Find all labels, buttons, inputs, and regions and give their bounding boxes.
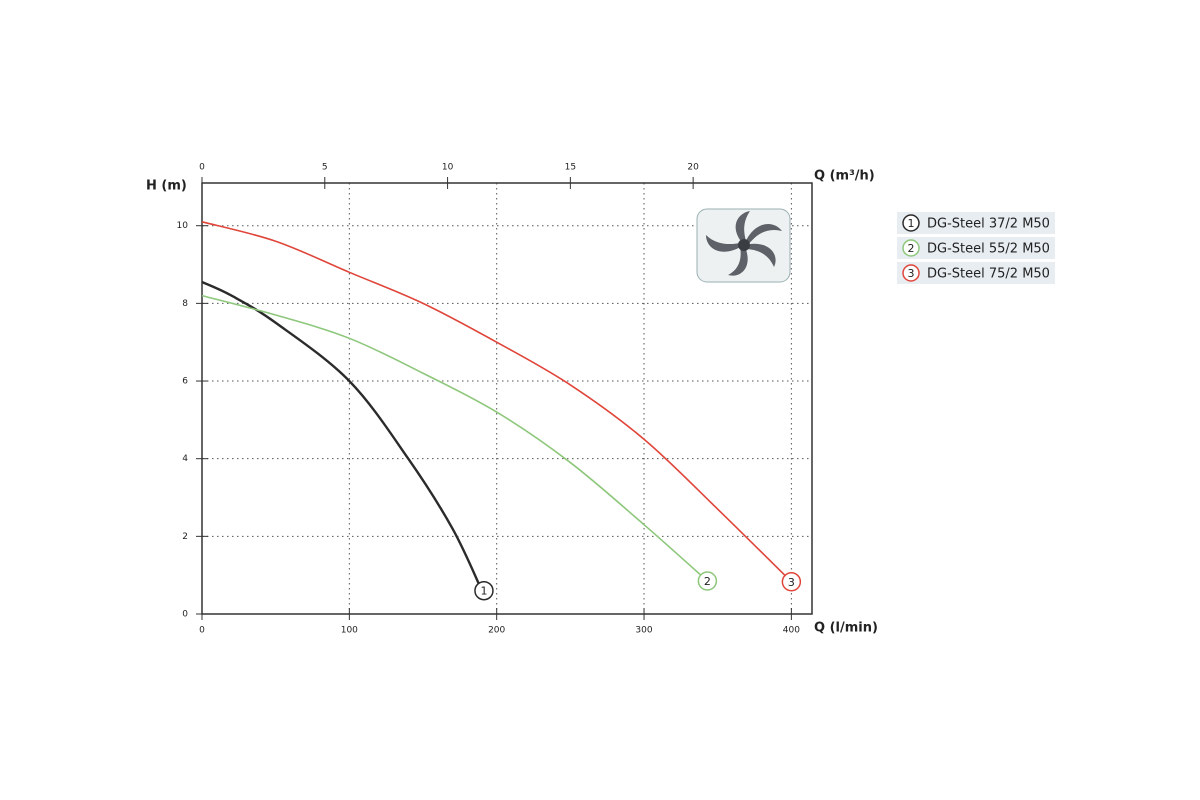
curve-end-marker bbox=[697, 571, 718, 591]
legend-marker bbox=[902, 264, 920, 282]
impeller-icon bbox=[696, 208, 791, 283]
curve bbox=[201, 294, 708, 582]
y-axis-title: H (m) bbox=[146, 179, 187, 194]
y-tick-label: 2 bbox=[182, 532, 188, 542]
y-tick-label: 6 bbox=[182, 377, 188, 387]
legend-number: 1 bbox=[908, 217, 915, 230]
x-tick-label: 300 bbox=[635, 626, 652, 636]
legend-label: DG-Steel 37/2 M50 bbox=[927, 217, 1050, 232]
plot-frame bbox=[201, 182, 813, 615]
curve-end-label: 3 bbox=[788, 576, 795, 589]
legend-bg bbox=[897, 262, 1055, 284]
x2-tick-label: 10 bbox=[442, 163, 454, 173]
legend-label: DG-Steel 75/2 M50 bbox=[927, 267, 1050, 282]
curve bbox=[201, 280, 484, 592]
curve-end-marker bbox=[781, 572, 802, 592]
x2-tick-label: 20 bbox=[687, 163, 699, 173]
y-tick-label: 4 bbox=[182, 454, 188, 464]
grid bbox=[202, 183, 812, 614]
x2-axis-title: Q (m³/h) bbox=[814, 169, 875, 184]
y-tick-label: 8 bbox=[182, 299, 188, 309]
legend-bg bbox=[897, 237, 1055, 259]
curve bbox=[201, 221, 792, 583]
legend-bg bbox=[897, 212, 1055, 234]
x2-tick-label: 0 bbox=[199, 163, 205, 173]
curve-end-marker bbox=[474, 580, 494, 601]
legend-number: 3 bbox=[908, 267, 915, 280]
x-tick-label: 100 bbox=[341, 626, 358, 636]
legend-label: DG-Steel 55/2 M50 bbox=[927, 242, 1050, 257]
curve-end-label: 2 bbox=[704, 575, 711, 588]
y-tick-label: 0 bbox=[182, 610, 188, 620]
x-tick-label: 400 bbox=[783, 626, 800, 636]
legend-number: 2 bbox=[908, 242, 915, 255]
y-tick-label: 10 bbox=[177, 221, 189, 231]
x-axis-title: Q (l/min) bbox=[814, 621, 878, 636]
x-tick-label: 200 bbox=[488, 626, 505, 636]
curve-end-label: 1 bbox=[480, 585, 487, 598]
legend-marker bbox=[902, 214, 920, 232]
x2-tick-label: 15 bbox=[565, 163, 576, 173]
legend-marker bbox=[902, 239, 920, 257]
x2-tick-label: 5 bbox=[322, 163, 328, 173]
x-tick-label: 0 bbox=[199, 626, 205, 636]
